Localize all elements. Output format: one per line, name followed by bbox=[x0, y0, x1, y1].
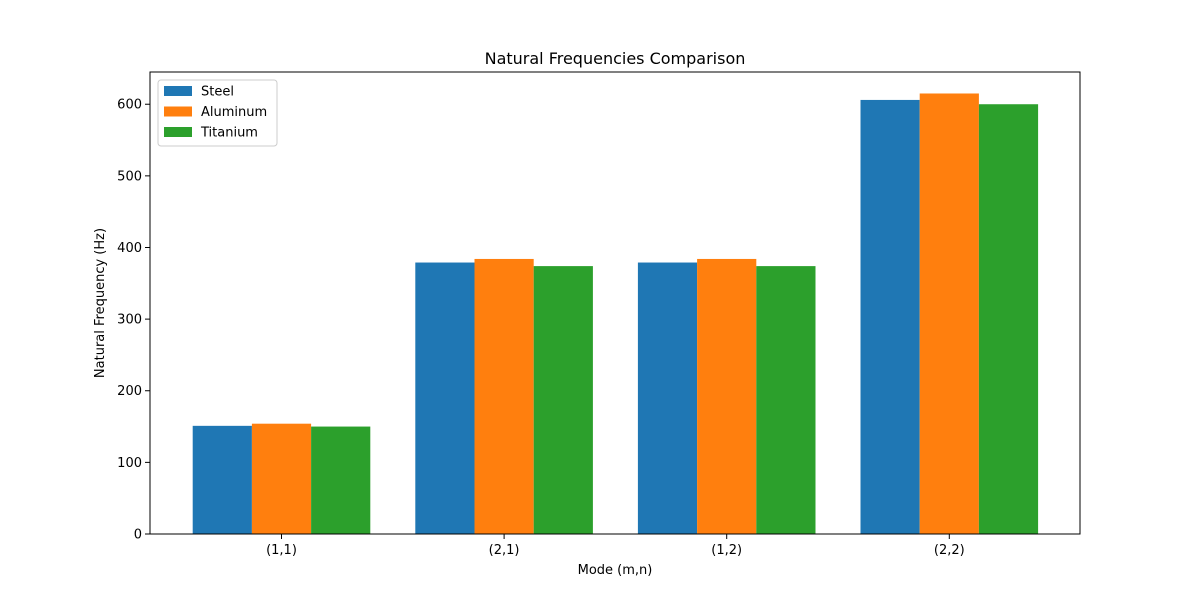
x-tick-label: (2,1) bbox=[489, 543, 520, 558]
bar-steel-2 bbox=[415, 262, 475, 534]
legend: Steel Aluminum Titanium bbox=[157, 79, 278, 147]
legend-label-titanium: Titanium bbox=[200, 126, 258, 141]
bar-aluminum-4 bbox=[919, 93, 979, 535]
y-tick-label: 400 bbox=[117, 241, 142, 256]
chart-title: Natural Frequencies Comparison bbox=[485, 49, 746, 68]
legend-swatch-aluminum bbox=[164, 106, 192, 117]
legend-swatch-steel bbox=[164, 86, 192, 96]
x-axis: (1,1) (2,1) (1,2) (2,2) bbox=[266, 534, 965, 558]
x-tick-label: (1,1) bbox=[266, 543, 297, 558]
y-tick-label: 300 bbox=[117, 313, 142, 328]
x-tick-label: (2,2) bbox=[934, 543, 965, 558]
bar-steel-1 bbox=[192, 425, 252, 534]
y-axis: 0 100 200 300 400 500 600 bbox=[117, 98, 150, 543]
y-tick-label: 0 bbox=[134, 528, 142, 543]
y-axis-label: Natural Frequency (Hz) bbox=[93, 228, 108, 378]
bar-titanium-4 bbox=[978, 104, 1039, 534]
bar-titanium-2 bbox=[533, 266, 593, 534]
x-tick-label: (1,2) bbox=[711, 543, 742, 558]
bar-titanium-3 bbox=[756, 266, 816, 534]
plot-frame bbox=[149, 71, 1081, 535]
legend-label-steel: Steel bbox=[201, 85, 234, 100]
legend-label-aluminum: Aluminum bbox=[201, 105, 267, 120]
x-axis-label: Mode (m,n) bbox=[578, 563, 653, 578]
bar-aluminum-1 bbox=[251, 423, 312, 534]
y-tick-label: 200 bbox=[117, 384, 142, 399]
bar-aluminum-2 bbox=[474, 258, 534, 534]
y-tick-label: 600 bbox=[117, 98, 142, 113]
bar-titanium-1 bbox=[311, 426, 371, 534]
y-tick-label: 500 bbox=[117, 169, 142, 184]
bar-steel-4 bbox=[860, 99, 920, 535]
plot-area bbox=[192, 93, 1039, 535]
bar-aluminum-3 bbox=[697, 258, 757, 534]
y-tick-label: 100 bbox=[117, 456, 142, 471]
bar-steel-3 bbox=[637, 262, 698, 534]
legend-swatch-titanium bbox=[164, 127, 192, 137]
